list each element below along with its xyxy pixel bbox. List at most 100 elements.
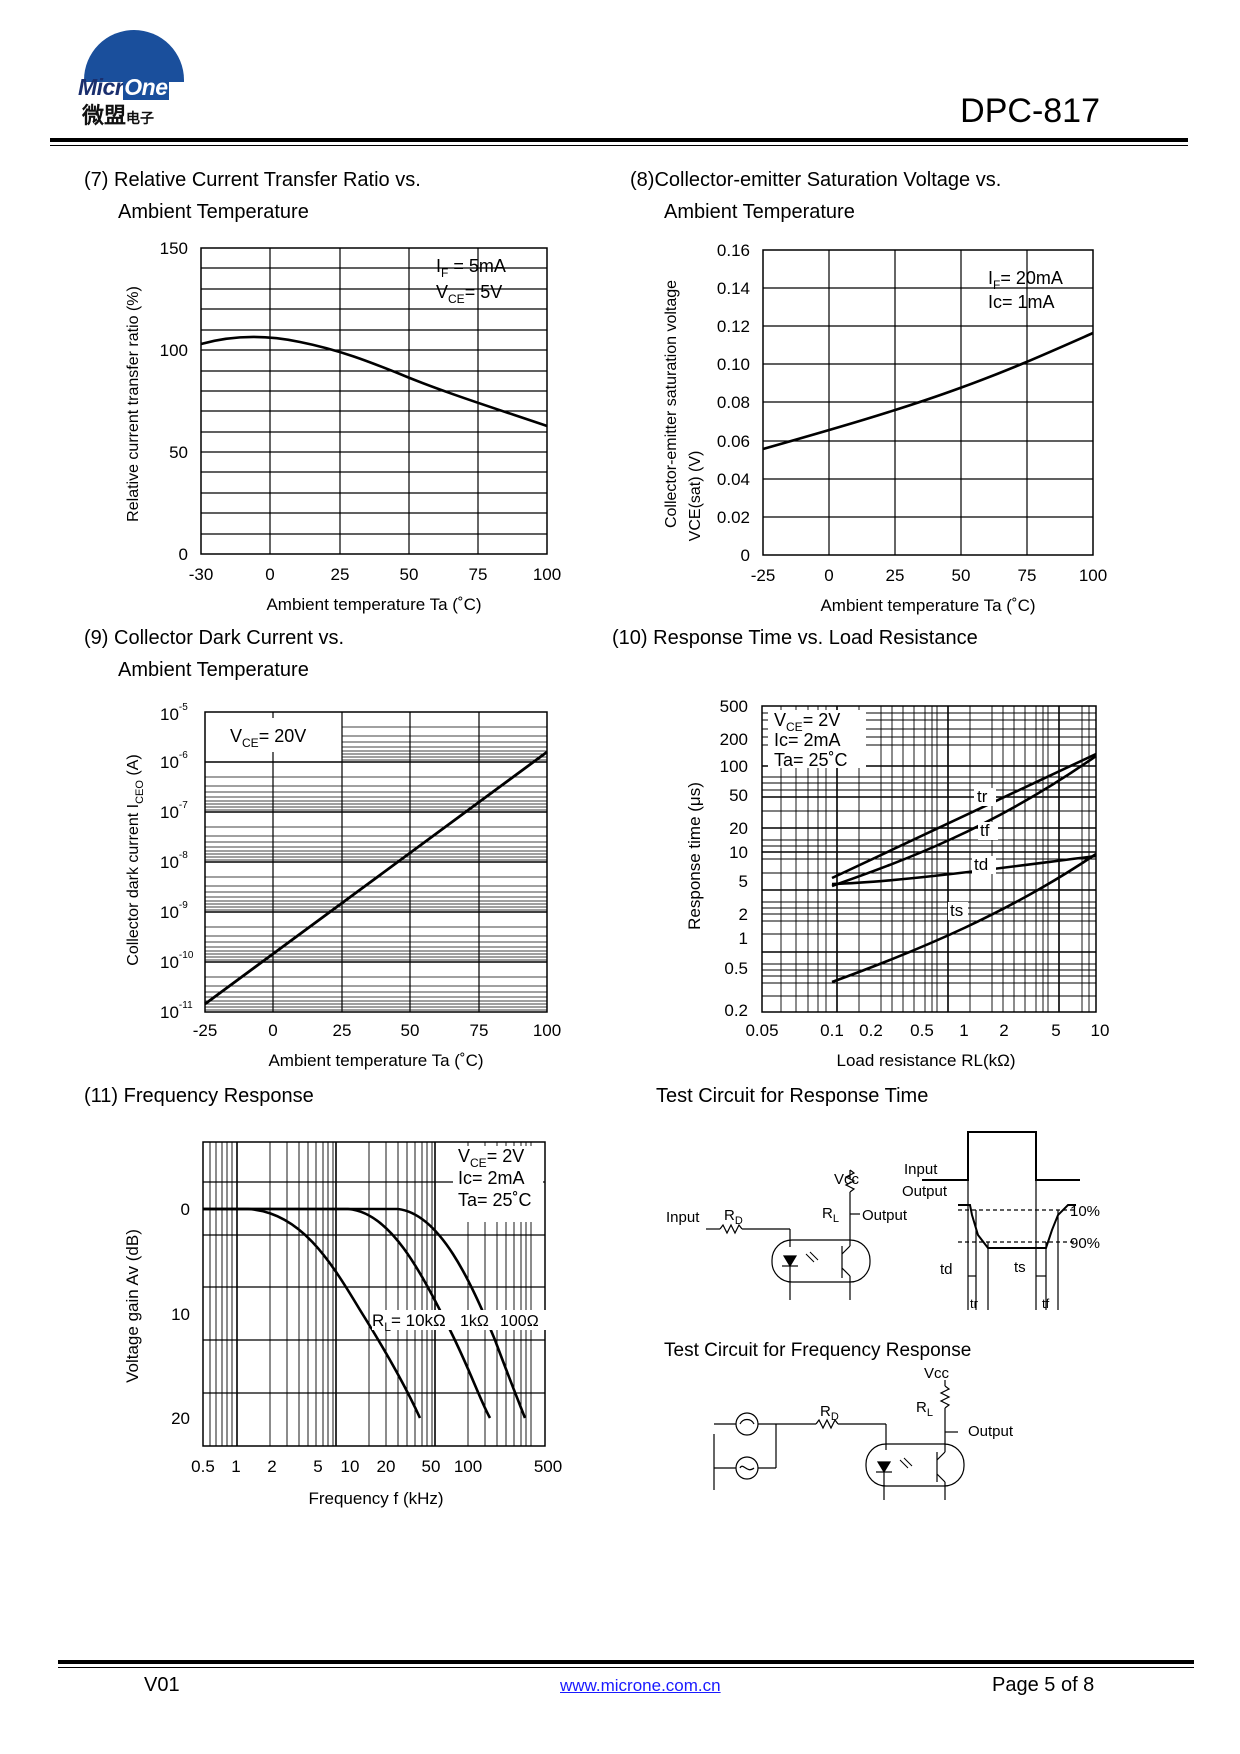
footer-rule-thin: [58, 1667, 1194, 1668]
c8-ytick: 0.16: [717, 241, 750, 260]
chart11-caption: (11) Frequency Response: [84, 1085, 314, 1107]
chart10-grid: [761, 705, 1097, 1013]
company-logo: MicrOne 微盟电子: [78, 30, 188, 129]
c8-ytick: 0.02: [717, 508, 750, 527]
part-number: DPC-817: [960, 92, 1100, 130]
c9-ytick: 10-7: [160, 800, 188, 822]
c10-xtick: 2: [999, 1021, 1008, 1040]
header-rule: [50, 138, 1188, 142]
c8-xtick: 25: [886, 566, 905, 585]
footer-page-number: Page 5 of 8: [992, 1674, 1095, 1696]
c8-xlabel: Ambient temperature Ta (˚C): [820, 596, 1035, 615]
rt-vcc-label: Vcc: [834, 1171, 860, 1188]
c10-legend-ic: Ic= 2mA: [774, 730, 841, 750]
chart11-curve-10k: [203, 1207, 422, 1419]
c11-ytick: 10: [171, 1305, 190, 1324]
rt-output-label: Output: [862, 1207, 908, 1224]
c11-legend-vce: VCE= 2V: [458, 1146, 524, 1170]
c8-ytick: 0.04: [717, 470, 750, 489]
c10-ytick: 50: [729, 786, 748, 805]
c11-xlabel: Frequency f (kHz): [308, 1489, 443, 1508]
c7-xtick: 25: [331, 565, 350, 584]
c8-ytick: 0.10: [717, 355, 750, 374]
c10-ytick: 1: [739, 929, 748, 948]
c7-xtick: 75: [469, 565, 488, 584]
chart10-curve-ts: [831, 852, 1097, 984]
c10-ytick: 200: [720, 730, 748, 749]
c11-xtick: 50: [422, 1457, 441, 1476]
c7-xtick: 50: [400, 565, 419, 584]
chart10-caption: (10) Response Time vs. Load Resistance: [612, 627, 978, 649]
fr-output-label: Output: [968, 1423, 1014, 1440]
c7-legend-vce: VCE= 5V: [436, 282, 502, 306]
frequency-response-circuit: [713, 1380, 965, 1500]
c11-legend-ic: Ic= 2mA: [458, 1168, 525, 1188]
c11-xtick: 1: [231, 1457, 240, 1476]
chart7-grid: [200, 247, 548, 555]
c10-ytick: 10: [729, 843, 748, 862]
c8-xtick: 100: [1079, 566, 1107, 585]
footer-rule: [58, 1660, 1194, 1664]
c9-xtick: -25: [193, 1021, 218, 1040]
c11-xtick: 100: [454, 1457, 482, 1476]
c8-ylabel-1: Collector-emitter saturation voltage: [663, 280, 680, 528]
fr-vcc-label: Vcc: [924, 1365, 950, 1382]
header-rule-thin: [50, 145, 1188, 146]
c8-ylabel-2: VCE(sat) (V): [687, 451, 704, 542]
chart8-grid: [762, 249, 1094, 556]
rt-90pct-label: 90%: [1070, 1235, 1100, 1252]
c10-xtick: 0.2: [859, 1021, 883, 1040]
c8-ytick: 0.14: [717, 279, 750, 298]
rt-td-label: td: [940, 1261, 953, 1278]
c10-ytick: 0.2: [724, 1001, 748, 1020]
c11-xtick: 20: [377, 1457, 396, 1476]
c10-legend-ta: Ta= 25˚C: [774, 750, 848, 770]
rt-rl-label: RL: [822, 1205, 839, 1225]
chart7-caption: (7) Relative Current Transfer Ratio vs. …: [84, 169, 421, 223]
c8-ytick: 0.06: [717, 432, 750, 451]
c11-xtick: 500: [534, 1457, 562, 1476]
c9-ylabel: Collector dark current ICEO (A): [125, 754, 146, 965]
rt-wave-output-label: Output: [902, 1183, 948, 1200]
c8-xtick: -25: [751, 566, 776, 585]
c10-xtick: 1: [959, 1021, 968, 1040]
fr-rl-label: RL: [916, 1399, 933, 1419]
footer-website-link[interactable]: www.microne.com.cn: [560, 1676, 721, 1695]
c7-xlabel: Ambient temperature Ta (˚C): [266, 595, 481, 614]
chart10-curve-tf: [831, 754, 1097, 888]
c10-label-tr: tr: [977, 787, 988, 806]
c11-ylabel: Voltage gain Av (dB): [123, 1229, 142, 1383]
c10-xtick: 0.5: [910, 1021, 934, 1040]
c10-label-tf: tf: [980, 821, 990, 840]
c10-label-td: td: [974, 855, 988, 874]
chart8-caption: (8)Collector-emitter Saturation Voltage …: [630, 169, 1002, 223]
c8-ytick: 0.12: [717, 317, 750, 336]
c10-ylabel: Response time (μs): [685, 782, 704, 930]
c10-ytick: 5: [739, 872, 748, 891]
c10-xtick: 0.1: [820, 1021, 844, 1040]
fr-title: Test Circuit for Frequency Response: [664, 1340, 971, 1361]
rt-10pct-label: 10%: [1070, 1203, 1100, 1220]
c9-ytick: 10-8: [160, 850, 188, 872]
chart10-curves: [831, 752, 1097, 984]
c11-legend-ta: Ta= 25˚C: [458, 1190, 532, 1210]
c10-xtick: 10: [1091, 1021, 1110, 1040]
c9-ytick: 10-11: [160, 1000, 193, 1022]
response-circuit-caption: Test Circuit for Response Time: [656, 1085, 929, 1107]
c11-ytick: 20: [171, 1409, 190, 1428]
chart9-grid: [204, 711, 548, 1013]
response-time-circuit: [706, 1131, 1080, 1310]
c9-ytick: 10-6: [160, 750, 188, 772]
chart11-grid: [202, 1141, 546, 1447]
c9-xlabel: Ambient temperature Ta (˚C): [268, 1051, 483, 1070]
chart10-curve-tr: [831, 752, 1097, 880]
c9-legend-vce: VCE= 20V: [230, 726, 306, 750]
c7-xtick: 100: [533, 565, 561, 584]
c7-ytick: 150: [160, 239, 188, 258]
c8-ytick: 0: [741, 546, 750, 565]
c9-xtick: 100: [533, 1021, 561, 1040]
rt-tr-label: tr: [970, 1296, 979, 1311]
c10-label-ts: ts: [950, 901, 963, 920]
c8-xtick: 0: [824, 566, 833, 585]
